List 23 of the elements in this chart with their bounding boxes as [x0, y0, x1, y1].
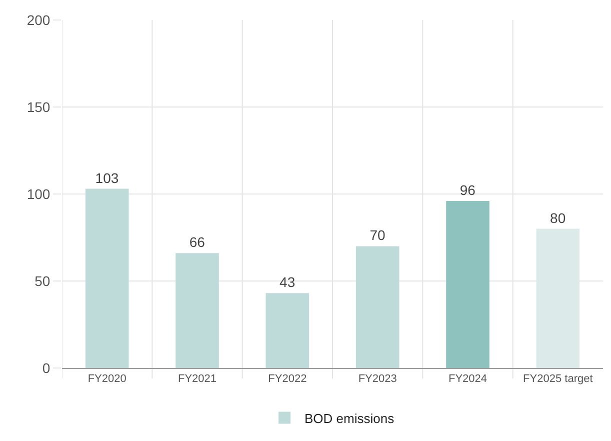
legend-label: BOD emissions: [304, 410, 395, 426]
bar: [85, 188, 129, 368]
bar: [176, 253, 219, 368]
bar: [446, 200, 490, 368]
x-tick-label: FY2021: [178, 373, 217, 386]
data-label: 96: [460, 182, 476, 198]
y-tick-label: 150: [26, 98, 50, 115]
y-tick-label: 200: [26, 12, 50, 28]
x-tick-label: FY2020: [88, 373, 126, 386]
x-tick-label: FY2023: [358, 373, 397, 386]
y-tick-label: 50: [34, 272, 50, 289]
y-tick-label: 100: [26, 186, 50, 202]
data-label: 70: [370, 227, 386, 244]
bar: [356, 246, 400, 368]
x-tick-label: FY2025 target: [523, 373, 593, 386]
data-label: 80: [550, 210, 566, 226]
x-tick-label: FY2024: [448, 373, 488, 386]
x-tick-label: FY2022: [268, 373, 307, 386]
data-label: 66: [189, 234, 206, 250]
data-label: 103: [95, 170, 119, 186]
y-tick-label: 0: [42, 360, 50, 376]
bar: [266, 293, 310, 368]
data-label: 43: [280, 274, 296, 290]
